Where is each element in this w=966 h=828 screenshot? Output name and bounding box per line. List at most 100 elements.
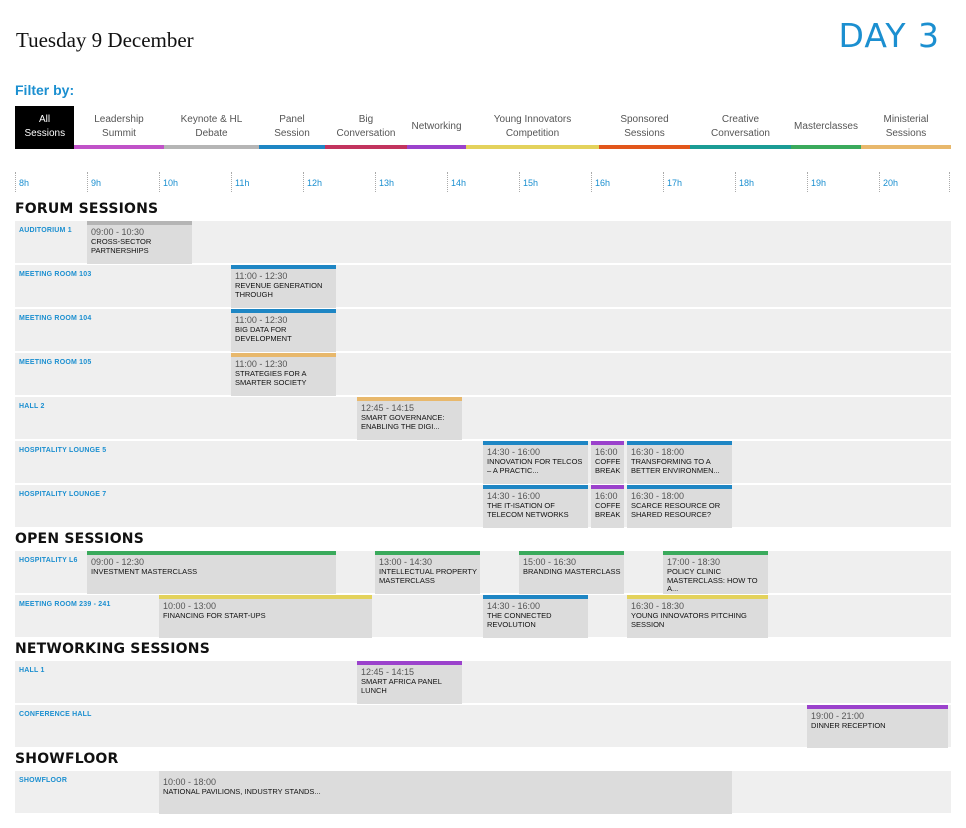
session-time: 11:00 - 12:30 [235,271,288,281]
session-category-bar [357,397,462,401]
filter-keynote-hl-debate[interactable]: Keynote & HL Debate [164,106,259,149]
session-time: 16:30 - 18:00 [631,491,685,501]
session-card[interactable]: 12:45 - 14:15 SMART GOVERNANCE: ENABLING … [357,397,462,440]
timeline-end [949,172,953,192]
session-card[interactable]: 10:00 - 18:00 NATIONAL PAVILIONS, INDUSTR… [159,771,732,814]
room-label[interactable]: HOSPITALITY LOUNGE 5 [19,447,107,454]
session-title: FINANCING FOR START-UPS [163,612,266,620]
session-card[interactable]: 19:00 - 21:00 DINNER RECEPTION [807,705,948,748]
filter-label: Filter by: [15,82,75,98]
page-date: Tuesday 9 December [16,28,194,52]
session-category-bar [627,595,768,599]
filter-color-bar [325,145,407,149]
session-card[interactable]: 16:30 - 18:00 TRANSFORMING TO A BETTER EN… [627,441,732,484]
room-label[interactable]: MEETING ROOM 239 - 241 [19,601,111,608]
session-category-bar [627,485,732,489]
session-title: SMART AFRICA PANEL LUNCH [361,678,442,695]
session-category-bar [591,485,624,489]
session-card[interactable]: 16:00COFFEE BREAK [591,441,624,484]
filter-young-innovators-competition[interactable]: Young Innovators Competition [466,106,599,149]
filter-leadership-summit[interactable]: Leadership Summit [74,106,164,149]
filter-color-bar [407,145,466,149]
session-time: 09:00 - 10:30 [91,227,145,237]
session-time: 10:00 - 18:00 [163,777,217,787]
session-category-bar [357,661,462,665]
room-label[interactable]: HALL 2 [19,403,45,410]
section-title: NETWORKING SESSIONS [15,641,210,657]
session-card[interactable]: 14:30 - 16:00 INNOVATION FOR TELCOS – A P… [483,441,588,484]
session-card[interactable]: 11:00 - 12:30 BIG DATA FOR DEVELOPMENT [231,309,336,352]
filter-bar: All Sessions Leadership Summit Keynote & H… [15,106,951,149]
hour-tick: 14h [447,172,519,192]
filter-color-bar [861,145,951,149]
room-row: HOSPITALITY LOUNGE 5 14:30 - 16:00 INNOVAT… [15,441,951,484]
room-label[interactable]: MEETING ROOM 104 [19,315,92,322]
session-card[interactable]: 11:00 - 12:30 STRATEGIES FOR A SMARTER SO… [231,353,336,396]
filter-all-sessions[interactable]: All Sessions [15,106,74,149]
hour-tick: 12h [303,172,375,192]
session-time: 14:30 - 16:00 [487,491,541,501]
filter-text: Young Innovators Competition [493,113,572,139]
session-category-bar [87,551,336,555]
filter-panel-session[interactable]: Panel Session [259,106,325,149]
session-card[interactable]: 09:00 - 12:30 INVESTMENT MASTERCLASS [87,551,336,594]
section-title: SHOWFLOOR [15,751,119,767]
timeline: 8h 9h 10h 11h 12h 13h 14h 15h 16h 17h 18h 19h 20h [15,172,951,194]
session-time: 14:30 - 16:00 [487,601,541,611]
filter-color-bar [466,145,599,149]
hour-tick: 10h [159,172,231,192]
filter-color-bar [259,145,325,149]
session-title: NATIONAL PAVILIONS, INDUSTRY STANDS... [163,788,321,796]
session-title: SMART GOVERNANCE: ENABLING THE DIGI... [361,414,445,431]
room-row: MEETING ROOM 103 11:00 - 12:30 REVENUE GEN… [15,265,951,308]
filter-sponsored-sessions[interactable]: Sponsored Sessions [599,106,690,149]
filter-color-bar [74,145,164,149]
hour-tick: 16h [591,172,663,192]
hour-tick: 20h [879,172,951,192]
filter-color-bar [164,145,259,149]
session-time: 19:00 - 21:00 [811,711,865,721]
filter-creative-conversation[interactable]: Creative Conversation [690,106,791,149]
filter-text: Creative Conversation [711,113,770,139]
session-card[interactable]: 17:00 - 18:30 POLICY CLINIC MASTERCLASS: … [663,551,768,594]
filter-networking[interactable]: Networking [407,106,466,149]
hour-tick: 8h [15,172,87,192]
session-card[interactable]: 14:30 - 16:00 THE IT-ISATION OF TELECOM N… [483,485,588,528]
session-card[interactable]: 15:00 - 16:30 BRANDING MASTERCLASS [519,551,624,594]
session-category-bar [159,595,372,599]
filter-masterclasses[interactable]: Masterclasses [791,106,861,149]
room-label[interactable]: HOSPITALITY L6 [19,557,78,564]
filter-ministerial-sessions[interactable]: Ministerial Sessions [861,106,951,149]
day-label: DAY 3 [838,16,940,55]
session-category-bar [87,221,192,225]
session-card[interactable]: 12:45 - 14:15 SMART AFRICA PANEL LUNCH [357,661,462,704]
section-title: OPEN SESSIONS [15,531,145,547]
hour-tick: 15h [519,172,591,192]
session-card[interactable]: 09:00 - 10:30 CROSS-SECTOR PARTNERSHIPS [87,221,192,264]
session-time: 17:00 - 18:30 [667,557,721,567]
session-card[interactable]: 16:00COFFEE BREAK [591,485,624,528]
room-row: HALL 1 12:45 - 14:15 SMART AFRICA PANEL LU… [15,661,951,704]
session-time: 14:30 - 16:00 [487,447,541,457]
session-card[interactable]: 10:00 - 13:00 FINANCING FOR START-UPS [159,595,372,638]
room-label[interactable]: CONFERENCE HALL [19,711,92,718]
session-time: 16:30 - 18:30 [631,601,685,611]
session-card[interactable]: 16:30 - 18:00 SCARCE RESOURCE OR SHARED R… [627,485,732,528]
hour-tick: 13h [375,172,447,192]
room-label[interactable]: MEETING ROOM 103 [19,271,92,278]
room-label[interactable]: AUDITORIUM 1 [19,227,72,234]
session-category-bar [519,551,624,555]
session-time: 16:30 - 18:00 [631,447,685,457]
room-label[interactable]: SHOWFLOOR [19,777,68,784]
session-card[interactable]: 14:30 - 16:00 THE CONNECTED REVOLUTION [483,595,588,638]
room-label[interactable]: MEETING ROOM 105 [19,359,92,366]
room-label[interactable]: HOSPITALITY LOUNGE 7 [19,491,107,498]
filter-text: All Sessions [24,113,66,139]
room-label[interactable]: HALL 1 [19,667,45,674]
room-row: CONFERENCE HALL 19:00 - 21:00 DINNER RECEP… [15,705,951,748]
session-card[interactable]: 13:00 - 14:30 INTELLECTUAL PROPERTY MASTE… [375,551,480,594]
session-card[interactable]: 11:00 - 12:30 REVENUE GENERATION THROUGH [231,265,336,308]
session-card[interactable]: 16:30 - 18:30 YOUNG INNOVATORS PITCHING S… [627,595,768,638]
session-title: THE CONNECTED REVOLUTION [487,612,552,629]
filter-big-conversation[interactable]: Big Conversation [325,106,407,149]
